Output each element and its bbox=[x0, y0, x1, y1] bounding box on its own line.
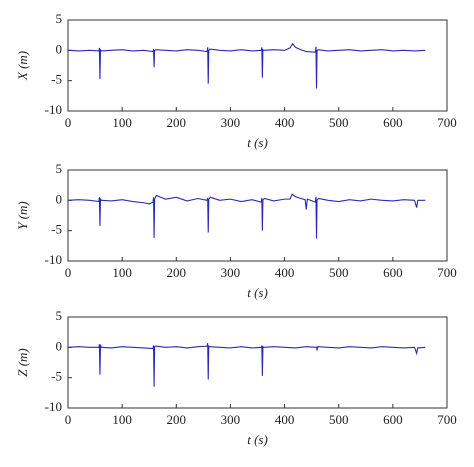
x-tick-label: 0 bbox=[65, 412, 72, 427]
y-tick-label: 0 bbox=[56, 41, 63, 56]
x-tick-label: 400 bbox=[275, 412, 295, 427]
x-tick-label: 100 bbox=[112, 412, 132, 427]
axes-frame bbox=[67, 316, 448, 409]
y-tick-label: 5 bbox=[56, 11, 63, 26]
x-tick-label: 600 bbox=[383, 412, 403, 427]
x-tick-label: 400 bbox=[275, 115, 295, 130]
data-line bbox=[67, 42, 426, 89]
x-tick-label: 700 bbox=[437, 115, 457, 130]
y-tick-label: -10 bbox=[45, 399, 62, 414]
y-tick-label: 5 bbox=[56, 308, 63, 323]
x-tick-label: 100 bbox=[112, 265, 132, 280]
y-tick-label: -10 bbox=[45, 252, 62, 267]
x-tick-label: 200 bbox=[167, 265, 187, 280]
x-axis-label: t (s) bbox=[247, 285, 268, 300]
y-tick-label: -5 bbox=[51, 369, 62, 384]
y-axis-label: X (m) bbox=[15, 51, 30, 81]
x-tick-label: 300 bbox=[221, 115, 241, 130]
x-tick-label: 0 bbox=[65, 115, 72, 130]
y-tick-label: 5 bbox=[56, 161, 63, 176]
x-tick-label: 200 bbox=[167, 412, 187, 427]
x-tick-label: 300 bbox=[221, 412, 241, 427]
y-axis-label: Z (m) bbox=[15, 348, 30, 377]
x-tick-label: 500 bbox=[329, 265, 349, 280]
x-tick-label: 600 bbox=[383, 265, 403, 280]
x-axis-label: t (s) bbox=[247, 135, 268, 150]
x-tick-label: 600 bbox=[383, 115, 403, 130]
data-line bbox=[67, 342, 426, 387]
axes-frame bbox=[67, 19, 448, 112]
x-tick-label: 500 bbox=[329, 412, 349, 427]
y-tick-label: -5 bbox=[51, 222, 62, 237]
data-line bbox=[67, 193, 426, 239]
y-tick-label: -5 bbox=[51, 72, 62, 87]
axes-frame bbox=[67, 169, 448, 262]
x-tick-label: 500 bbox=[329, 115, 349, 130]
x-tick-label: 400 bbox=[275, 265, 295, 280]
x-tick-label: 700 bbox=[437, 412, 457, 427]
x-axis-label: t (s) bbox=[247, 432, 268, 447]
y-tick-label: 0 bbox=[56, 191, 63, 206]
x-tick-label: 100 bbox=[112, 115, 132, 130]
x-tick-label: 300 bbox=[221, 265, 241, 280]
x-tick-label: 700 bbox=[437, 265, 457, 280]
y-axis-label: Y (m) bbox=[15, 201, 30, 230]
x-tick-label: 0 bbox=[65, 265, 72, 280]
y-tick-label: 0 bbox=[56, 338, 63, 353]
y-tick-label: -10 bbox=[45, 102, 62, 117]
x-tick-label: 200 bbox=[167, 115, 187, 130]
